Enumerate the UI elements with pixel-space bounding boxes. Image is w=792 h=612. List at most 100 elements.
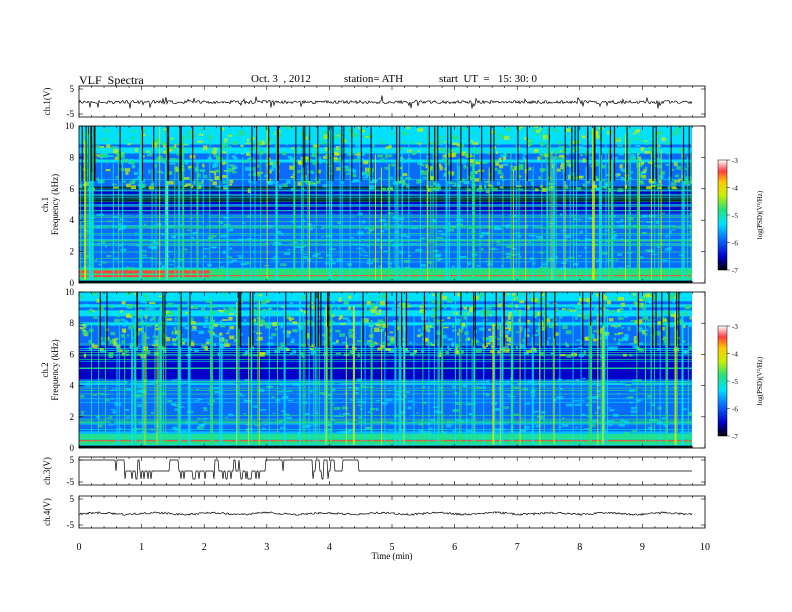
sferic-line bbox=[160, 320, 162, 445]
noise-patch bbox=[465, 420, 472, 422]
noise-patch bbox=[282, 421, 285, 424]
noise-patch bbox=[564, 220, 568, 223]
noise-patch bbox=[614, 332, 621, 336]
noise-patch bbox=[580, 146, 586, 151]
noise-patch bbox=[537, 387, 540, 391]
noise-patch bbox=[684, 179, 690, 183]
noise-patch bbox=[642, 171, 645, 174]
sferic-dark-line bbox=[405, 292, 408, 347]
noise-patch bbox=[506, 380, 510, 384]
noise-patch bbox=[191, 313, 195, 316]
sferic-dark-line bbox=[598, 292, 600, 347]
noise-patch bbox=[182, 322, 185, 328]
noise-patch bbox=[638, 298, 644, 302]
noise-patch bbox=[491, 130, 496, 134]
spectrogram-row bbox=[79, 213, 692, 217]
noise-patch bbox=[252, 250, 256, 253]
noise-patch bbox=[399, 146, 405, 150]
noise-patch bbox=[107, 220, 113, 223]
noise-patch bbox=[240, 144, 244, 147]
x-tick-label: 8 bbox=[577, 542, 582, 553]
noise-patch bbox=[233, 429, 238, 432]
noise-patch bbox=[400, 310, 406, 313]
noise-patch bbox=[375, 323, 382, 327]
noise-patch bbox=[209, 170, 215, 173]
sferic-line bbox=[374, 154, 376, 280]
noise-patch bbox=[153, 352, 158, 354]
noise-patch bbox=[548, 337, 551, 340]
noise-patch bbox=[657, 321, 663, 325]
noise-patch bbox=[572, 422, 575, 425]
noise-patch bbox=[502, 163, 509, 167]
noise-patch bbox=[514, 298, 520, 301]
noise-patch bbox=[378, 328, 384, 332]
sferic-dark-line bbox=[564, 126, 566, 181]
noise-patch bbox=[617, 316, 624, 321]
noise-patch bbox=[318, 317, 321, 320]
noise-patch bbox=[253, 405, 258, 408]
noise-patch bbox=[286, 390, 293, 393]
noise-patch bbox=[240, 395, 245, 397]
noise-patch bbox=[632, 137, 635, 141]
sferic-line bbox=[441, 323, 444, 445]
noise-patch bbox=[580, 341, 584, 345]
noise-patch bbox=[263, 390, 267, 392]
noise-patch bbox=[650, 423, 657, 426]
low-frequency-band bbox=[79, 268, 692, 280]
sferic-line bbox=[624, 133, 626, 280]
noise-patch bbox=[228, 167, 235, 173]
sferic-line bbox=[179, 168, 181, 280]
noise-patch bbox=[396, 393, 401, 396]
noise-patch bbox=[271, 163, 277, 168]
sferic-line bbox=[604, 300, 606, 445]
noise-patch bbox=[167, 302, 173, 307]
noise-patch bbox=[419, 163, 425, 167]
sferic-dark-line bbox=[678, 292, 680, 347]
noise-patch bbox=[495, 338, 500, 340]
noise-patch bbox=[454, 182, 457, 186]
noise-patch bbox=[506, 245, 513, 248]
noise-patch bbox=[229, 183, 232, 186]
noise-patch bbox=[512, 293, 516, 297]
noise-patch bbox=[261, 427, 266, 430]
narrowband-line bbox=[79, 215, 692, 217]
noise-patch bbox=[493, 227, 501, 231]
noise-patch bbox=[620, 168, 626, 171]
noise-patch bbox=[154, 352, 159, 356]
noise-patch bbox=[104, 258, 109, 262]
noise-patch bbox=[388, 135, 391, 139]
noise-patch bbox=[202, 224, 206, 227]
noise-patch bbox=[80, 245, 87, 249]
noise-patch bbox=[204, 212, 210, 215]
noise-patch bbox=[255, 232, 262, 235]
noise-patch bbox=[361, 220, 366, 224]
noise-patch bbox=[392, 320, 397, 324]
noise-patch bbox=[506, 224, 511, 228]
noise-patch bbox=[315, 177, 319, 181]
sferic-dark-line bbox=[574, 126, 576, 181]
noise-patch bbox=[617, 188, 624, 193]
noise-patch bbox=[161, 158, 168, 162]
noise-patch bbox=[243, 413, 246, 415]
sferic-line bbox=[112, 163, 114, 280]
noise-patch bbox=[169, 263, 174, 266]
noise-patch bbox=[173, 144, 177, 149]
noise-patch bbox=[417, 128, 424, 132]
noise-patch bbox=[319, 161, 322, 164]
sferic-line bbox=[370, 320, 373, 445]
noise-patch bbox=[385, 424, 389, 427]
spectrogram-row bbox=[79, 147, 692, 151]
noise-patch bbox=[151, 316, 156, 321]
noise-patch bbox=[470, 312, 473, 315]
sferic-line bbox=[445, 141, 448, 280]
noise-patch bbox=[542, 224, 547, 227]
noise-patch bbox=[566, 185, 569, 190]
noise-patch bbox=[228, 307, 234, 312]
sferic-line bbox=[603, 312, 605, 445]
sferic-line bbox=[349, 133, 351, 280]
noise-patch bbox=[514, 232, 520, 234]
noise-patch bbox=[665, 430, 673, 433]
noise-patch bbox=[562, 137, 567, 140]
noise-patch bbox=[121, 352, 125, 356]
noise-patch bbox=[133, 172, 139, 175]
